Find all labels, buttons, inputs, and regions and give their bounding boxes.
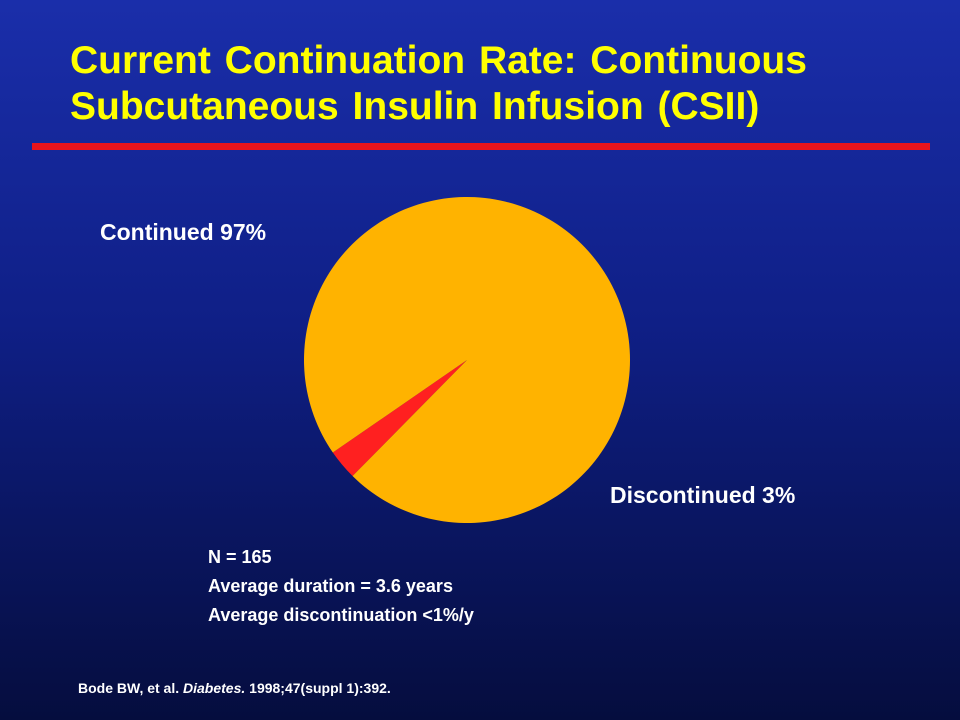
title-divider [32,143,930,150]
citation: Bode BW, et al. Diabetes. 1998;47(suppl … [78,680,391,696]
slide-title: Current Continuation Rate: Continuous Su… [70,38,940,130]
stat-duration: Average duration = 3.6 years [208,576,453,596]
citation-authors: Bode BW, et al. [78,680,184,696]
pie-slice-discontinued [332,360,467,477]
slice-label-continued: Continued 97% [100,219,266,245]
pie-slices [303,196,630,523]
title-line-1: Current Continuation Rate: Continuous [70,39,807,82]
stat-n: N = 165 [208,547,272,567]
study-stats: N = 165 Average duration = 3.6 years Ave… [208,543,474,630]
pie-slice-continued [303,196,630,523]
title-line-2: Subcutaneous Insulin Infusion (CSII) [70,85,760,128]
citation-journal: Diabetes. [183,680,246,696]
citation-details: 1998;47(suppl 1):392. [245,680,391,696]
slice-label-discontinued: Discontinued 3% [610,482,795,508]
stat-discontinuation: Average discontinuation <1%/y [208,605,474,625]
